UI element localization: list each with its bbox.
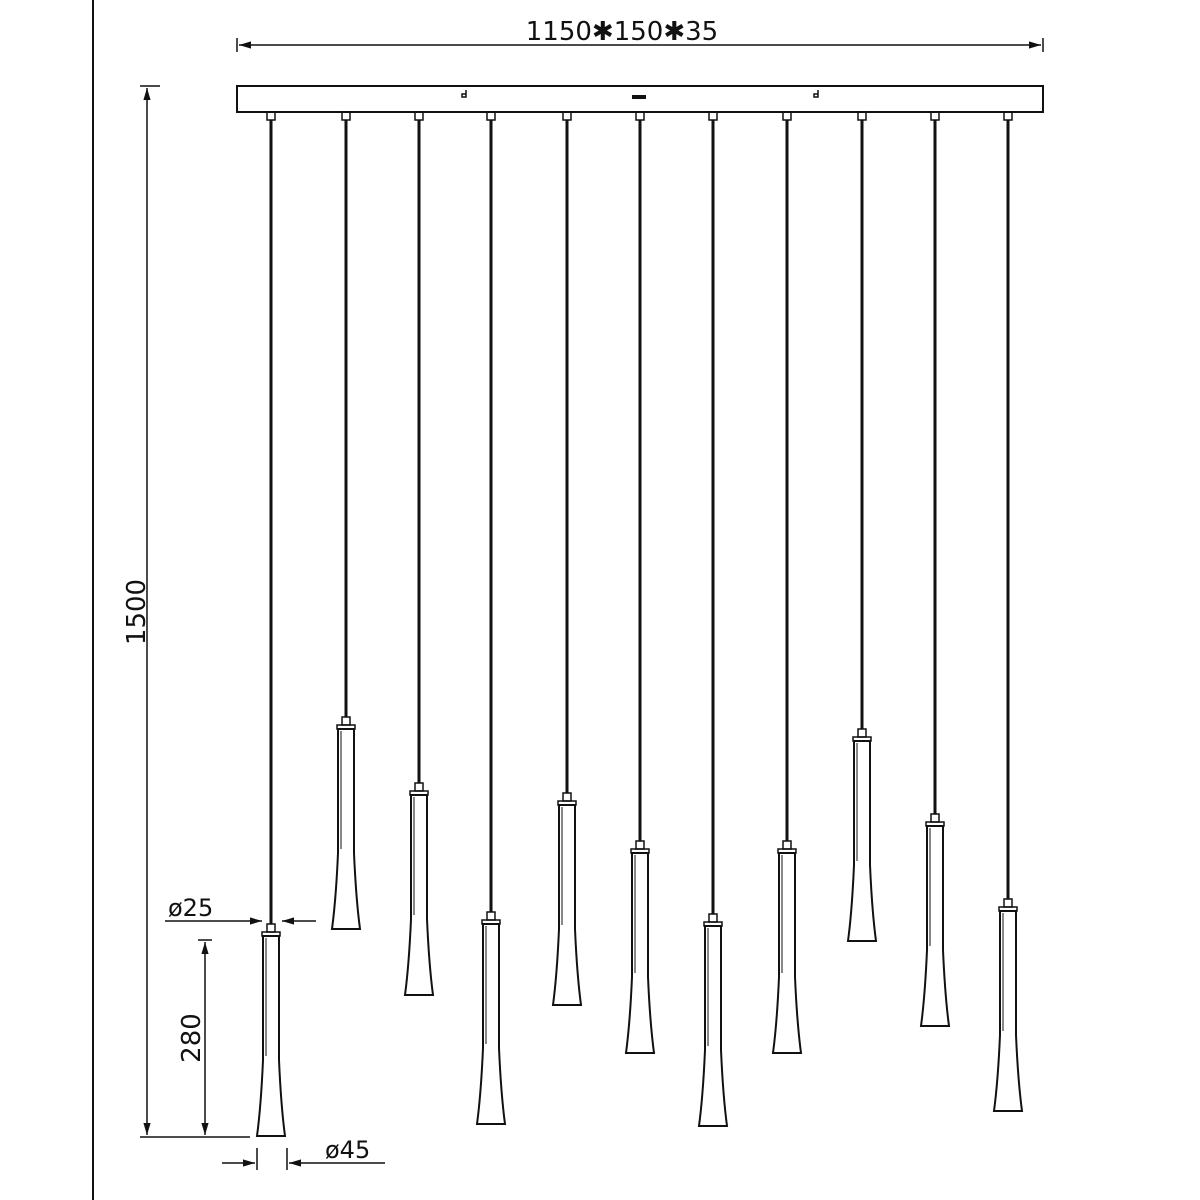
pendant (846, 111, 878, 942)
height-dimension (140, 85, 250, 1138)
pendant (992, 111, 1024, 1112)
pendant (475, 111, 507, 1125)
pendant-shade (255, 935, 287, 1137)
cord-diameter-label: ø25 (168, 894, 213, 922)
pendant (624, 111, 656, 1054)
pendant-shade (919, 825, 951, 1027)
pendant-shade (330, 728, 362, 930)
canopy-dimension-label: 1150✱150✱35 (526, 17, 718, 47)
canopy-dimension (236, 38, 1044, 52)
pendant (330, 111, 362, 930)
pendant-shade (697, 925, 729, 1127)
pendant (551, 111, 583, 1006)
pendant-shade (624, 852, 656, 1054)
canopy (236, 85, 1044, 113)
pendant (255, 111, 287, 1137)
pendant-shade (403, 794, 435, 996)
pendant-shade (992, 910, 1024, 1112)
pendant-shade (771, 852, 803, 1054)
pendant (403, 111, 435, 996)
pendant-shade (551, 804, 583, 1006)
shade-height-label: 280 (177, 1013, 207, 1063)
shade-diameter-label: ø45 (325, 1136, 370, 1164)
shade-diameter-dimension (222, 1148, 385, 1170)
pendant (919, 111, 951, 1027)
pendant-shade (846, 740, 878, 942)
pendant (697, 111, 729, 1127)
shade-height-dimension (198, 939, 212, 1135)
pendant (771, 111, 803, 1054)
pendants (255, 111, 1024, 1137)
pendant-shade (475, 923, 507, 1125)
height-dimension-label: 1500 (122, 579, 152, 645)
